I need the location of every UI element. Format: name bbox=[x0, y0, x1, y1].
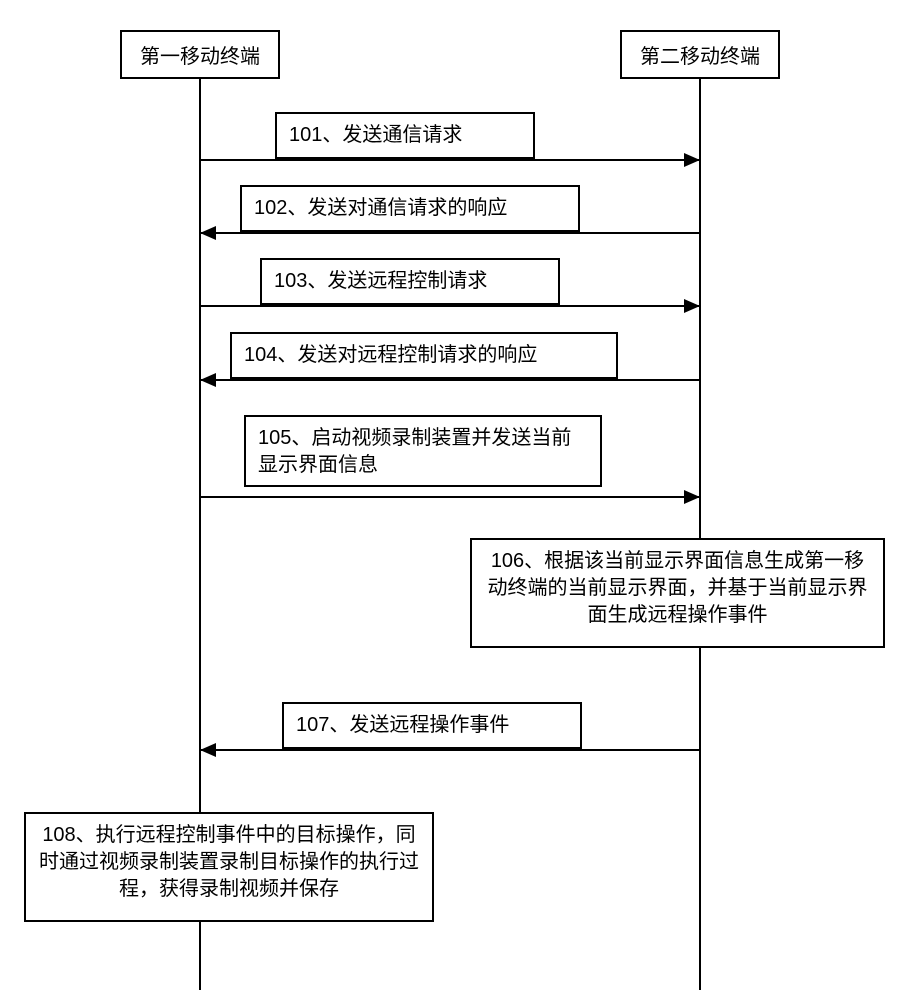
arrow-m103 bbox=[200, 305, 700, 307]
participant-p2-label: 第二移动终端 bbox=[620, 30, 780, 79]
arrow-m107 bbox=[200, 749, 700, 751]
arrow-m104 bbox=[200, 379, 700, 381]
message-box-m107: 107、发送远程操作事件 bbox=[282, 702, 582, 749]
self-action-box-m106: 106、根据该当前显示界面信息生成第一移动终端的当前显示界面，并基于当前显示界面… bbox=[470, 538, 885, 648]
arrow-m101 bbox=[200, 159, 700, 161]
self-action-box-m108: 108、执行远程控制事件中的目标操作，同时通过视频录制装置录制目标操作的执行过程… bbox=[24, 812, 434, 922]
message-box-m104: 104、发送对远程控制请求的响应 bbox=[230, 332, 618, 379]
arrow-m102 bbox=[200, 232, 700, 234]
lifeline-p2 bbox=[699, 77, 701, 990]
message-box-m103: 103、发送远程控制请求 bbox=[260, 258, 560, 305]
message-box-m101: 101、发送通信请求 bbox=[275, 112, 535, 159]
message-box-m105: 105、启动视频录制装置并发送当前显示界面信息 bbox=[244, 415, 602, 487]
arrowhead-m103 bbox=[684, 299, 700, 313]
participant-p1-label: 第一移动终端 bbox=[120, 30, 280, 79]
arrowhead-m105 bbox=[684, 490, 700, 504]
arrowhead-m101 bbox=[684, 153, 700, 167]
arrowhead-m102 bbox=[200, 226, 216, 240]
arrow-m105 bbox=[200, 496, 700, 498]
arrowhead-m104 bbox=[200, 373, 216, 387]
message-box-m102: 102、发送对通信请求的响应 bbox=[240, 185, 580, 232]
arrowhead-m107 bbox=[200, 743, 216, 757]
